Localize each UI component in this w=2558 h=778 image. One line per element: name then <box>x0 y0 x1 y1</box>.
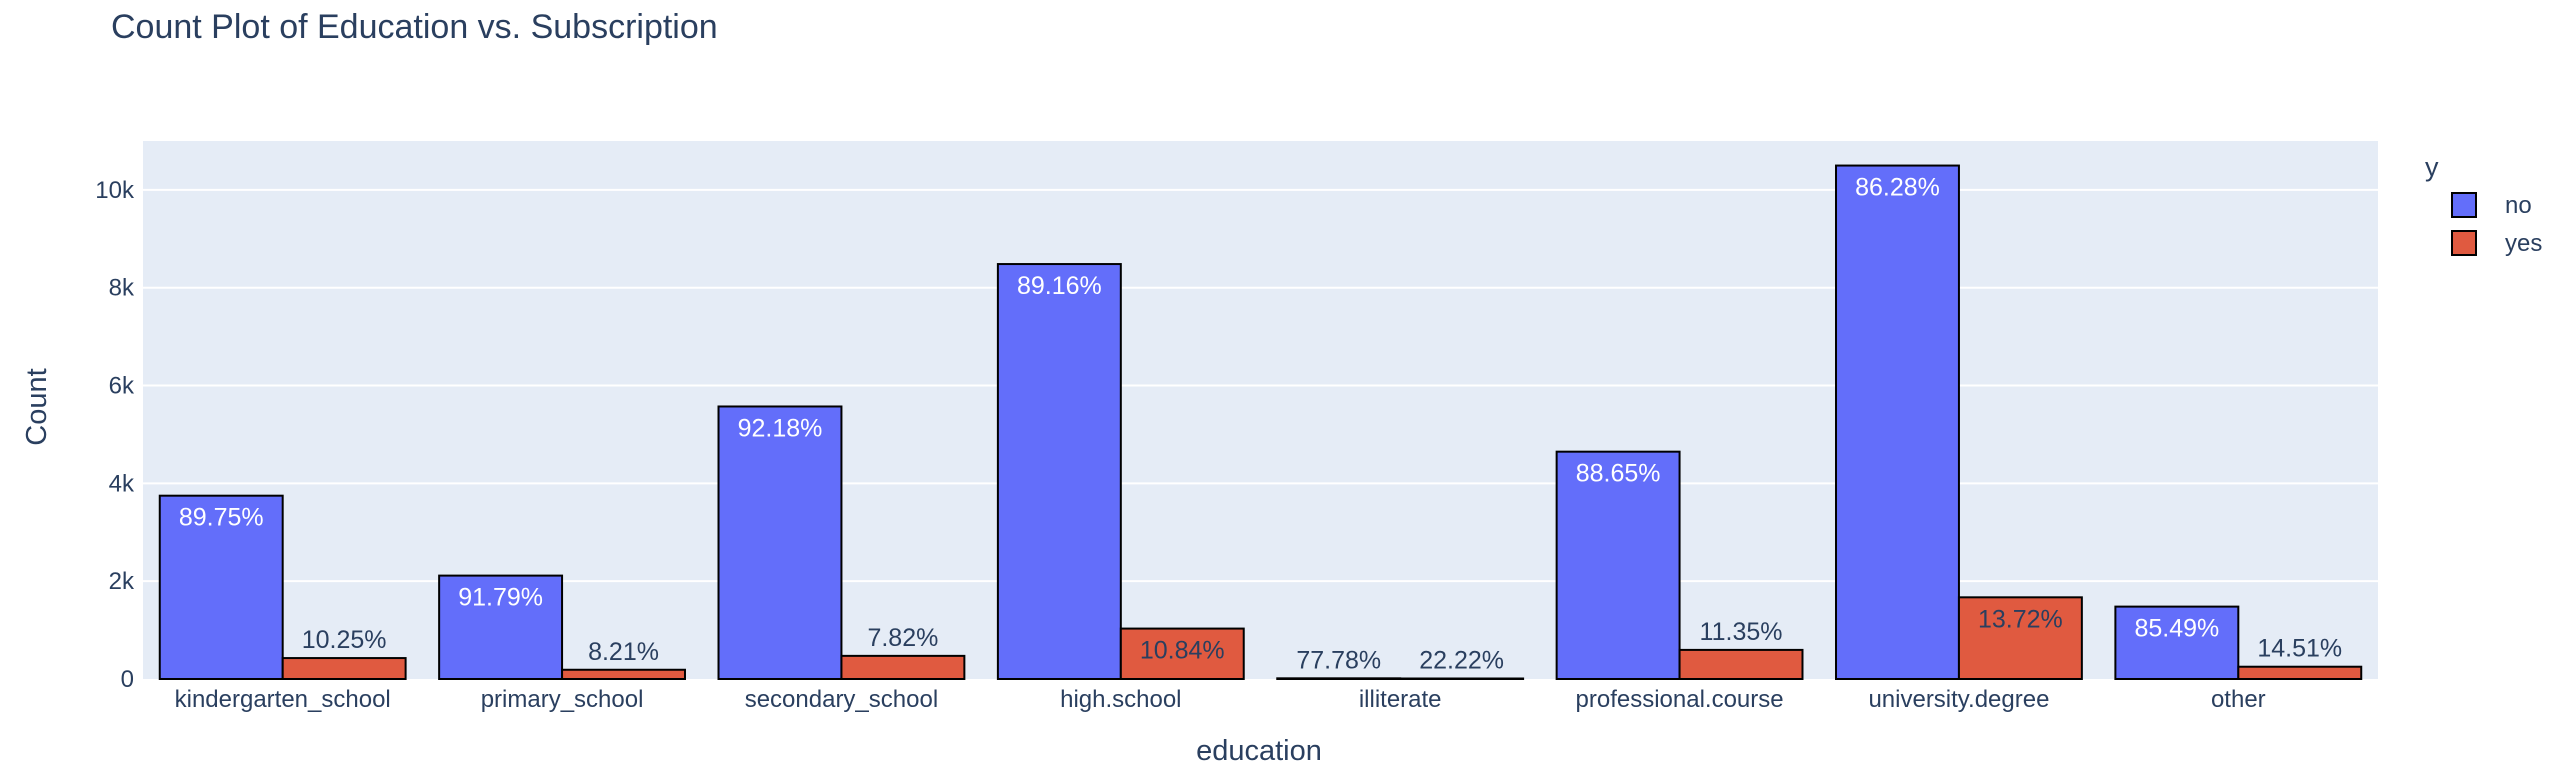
bar-label-yes: 11.35% <box>1700 618 1783 646</box>
bar-no <box>717 405 843 680</box>
bar-yes <box>2237 665 2363 680</box>
bar-label-no: 92.18% <box>738 414 823 442</box>
y-tick-label: 2k <box>109 568 135 595</box>
bar-label-yes: 22.22% <box>1419 647 1504 675</box>
bars <box>158 164 2363 681</box>
bar-no <box>996 263 1122 680</box>
x-tick-label: secondary_school <box>745 686 938 713</box>
x-tick-label: other <box>2211 686 2266 713</box>
bar-no <box>438 574 564 681</box>
x-axis-label: education <box>1196 735 1322 767</box>
bar-label-yes: 7.82% <box>867 624 938 652</box>
bar-label-yes: 14.51% <box>2257 635 2342 663</box>
y-tick-label: 8k <box>109 275 135 302</box>
bar-no <box>158 494 284 680</box>
bar-yes <box>1399 677 1525 680</box>
bar-no <box>1276 677 1402 680</box>
y-tick-label: 10k <box>95 177 135 204</box>
bar-no <box>1555 450 1681 680</box>
legend-swatch-yes[interactable] <box>2451 230 2477 256</box>
y-tick-label: 0 <box>121 666 134 693</box>
y-axis-ticks: 0 2k 4k 6k 8k 10k <box>95 177 135 693</box>
y-tick-label: 4k <box>109 470 135 497</box>
bar-label-no: 86.28% <box>1855 174 1940 202</box>
bar-label-yes: 13.72% <box>1978 605 2063 633</box>
y-axis-label: Count <box>21 368 53 445</box>
bar-label-no: 85.49% <box>2134 615 2219 643</box>
bar-yes <box>1119 627 1245 680</box>
legend: y no yes <box>2425 152 2542 257</box>
x-tick-label: primary_school <box>481 686 644 713</box>
bar-no <box>1835 164 1960 680</box>
chart-title: Count Plot of Education vs. Subscription <box>111 8 718 46</box>
bar-labels: 89.75% 10.25% 91.79% 8.21% 92.18% 7.82% 89.16%… <box>179 174 2342 675</box>
x-axis-ticks: kindergarten_school primary_school seconda… <box>175 686 2266 713</box>
x-tick-label: professional.course <box>1576 686 1784 713</box>
bar-no <box>2114 605 2240 681</box>
legend-label-yes[interactable]: yes <box>2505 230 2542 257</box>
bar-label-no: 88.65% <box>1576 460 1661 488</box>
y-tick-label: 6k <box>109 373 135 400</box>
bar-yes <box>1957 596 2083 681</box>
bar-label-yes: 10.84% <box>1140 637 1225 665</box>
x-tick-label: high.school <box>1060 686 1181 713</box>
x-tick-label: illiterate <box>1359 686 1442 713</box>
legend-label-no[interactable]: no <box>2505 192 2532 219</box>
bar-yes <box>281 657 407 680</box>
legend-title: y <box>2425 152 2439 182</box>
legend-swatch-no[interactable] <box>2451 192 2477 218</box>
bar-label-yes: 8.21% <box>588 638 659 666</box>
bar-label-no: 91.79% <box>458 584 543 612</box>
bar-yes <box>840 654 966 681</box>
x-tick-label: university.degree <box>1868 686 2049 713</box>
bar-label-no: 89.75% <box>179 504 264 532</box>
x-tick-label: kindergarten_school <box>175 686 391 713</box>
bar-label-no: 77.78% <box>1296 646 1381 674</box>
bar-label-no: 89.16% <box>1017 272 1102 300</box>
bar-yes <box>1678 648 1804 681</box>
bar-label-yes: 10.25% <box>302 626 387 654</box>
bar-yes <box>561 668 686 680</box>
